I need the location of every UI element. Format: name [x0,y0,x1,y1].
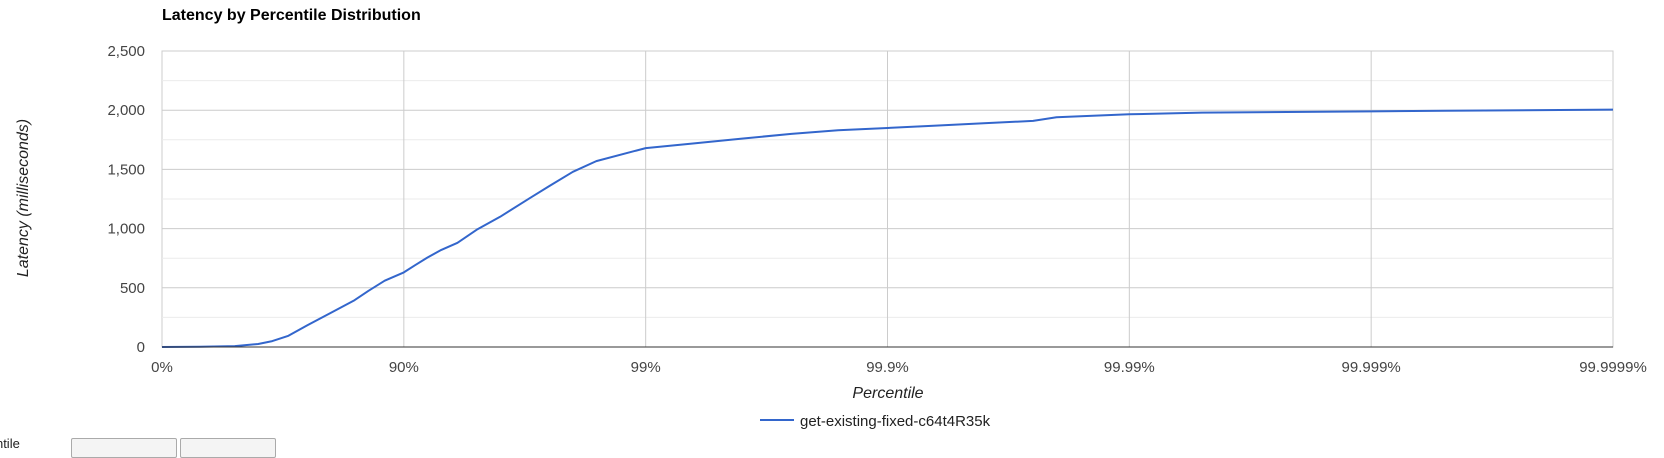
chart-title: Latency by Percentile Distribution [162,7,421,24]
series-group [161,108,1614,348]
y-tick-label: 2,000 [107,102,145,119]
x-axis-title: Percentile [852,385,923,402]
x-tick-label: 99.99% [1104,359,1155,376]
series-line [161,108,1614,348]
control-button-1[interactable] [71,438,177,458]
x-tick-labels: 0% 90% 99% 99.9% 99.99% 99.999% 99.9999% [151,359,1647,376]
x-tick-label: 90% [389,359,419,376]
x-tick-label: 99.999% [1342,359,1401,376]
legend[interactable]: get-existing-fixed-c64t4R35k [760,413,991,430]
grid [161,50,1614,348]
y-tick-labels: 0 500 1,000 1,500 2,000 2,500 [107,43,145,356]
x-tick-label: 0% [151,359,173,376]
controls-label: Percentile [0,436,20,451]
x-tick-label: 99.9% [866,359,909,376]
legend-label: get-existing-fixed-c64t4R35k [800,413,991,430]
y-tick-label: 2,500 [107,43,145,60]
y-tick-label: 0 [137,339,145,356]
y-tick-label: 500 [120,280,145,297]
y-axis-title: Latency (milliseconds) [15,119,32,277]
control-button-2[interactable] [180,438,276,458]
latency-chart: Latency by Percentile Distribution 0% 90%… [15,7,1647,430]
y-tick-label: 1,000 [107,221,145,238]
x-tick-label: 99.9999% [1579,359,1647,376]
y-tick-label: 1,500 [107,161,145,178]
x-tick-label: 99% [631,359,661,376]
